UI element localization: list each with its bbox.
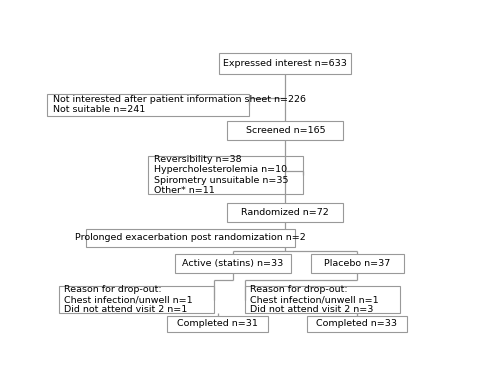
FancyBboxPatch shape [227, 121, 344, 140]
FancyBboxPatch shape [167, 316, 268, 332]
Text: Screened n=165: Screened n=165 [246, 126, 325, 135]
Text: Expressed interest n=633: Expressed interest n=633 [224, 59, 347, 68]
FancyBboxPatch shape [220, 52, 351, 74]
Text: Reason for drop-out:
Chest infection/unwell n=1
Did not attend visit 2 n=3: Reason for drop-out: Chest infection/unw… [250, 285, 379, 314]
FancyBboxPatch shape [227, 203, 344, 221]
FancyBboxPatch shape [86, 229, 295, 247]
Text: Active (statins) n=33: Active (statins) n=33 [182, 259, 284, 268]
Text: Completed n=33: Completed n=33 [316, 320, 398, 328]
Text: Completed n=31: Completed n=31 [177, 320, 258, 328]
FancyBboxPatch shape [47, 94, 248, 116]
Text: Not interested after patient information sheet n=226
Not suitable n=241: Not interested after patient information… [53, 95, 306, 115]
FancyBboxPatch shape [148, 155, 303, 194]
FancyBboxPatch shape [175, 254, 291, 273]
Text: Reason for drop-out:
Chest infection/unwell n=1
Did not attend visit 2 n=1: Reason for drop-out: Chest infection/unw… [64, 285, 193, 314]
FancyBboxPatch shape [58, 286, 214, 313]
FancyBboxPatch shape [310, 254, 404, 273]
FancyBboxPatch shape [244, 286, 400, 313]
Text: Prolonged exacerbation post randomization n=2: Prolonged exacerbation post randomizatio… [75, 234, 306, 243]
Text: Randomized n=72: Randomized n=72 [242, 208, 329, 217]
Text: Reversibility n=38
Hypercholesterolemia n=10
Spirometry unsuitable n=35
Other* n: Reversibility n=38 Hypercholesterolemia … [154, 155, 288, 195]
FancyBboxPatch shape [306, 316, 408, 332]
Text: Placebo n=37: Placebo n=37 [324, 259, 390, 268]
